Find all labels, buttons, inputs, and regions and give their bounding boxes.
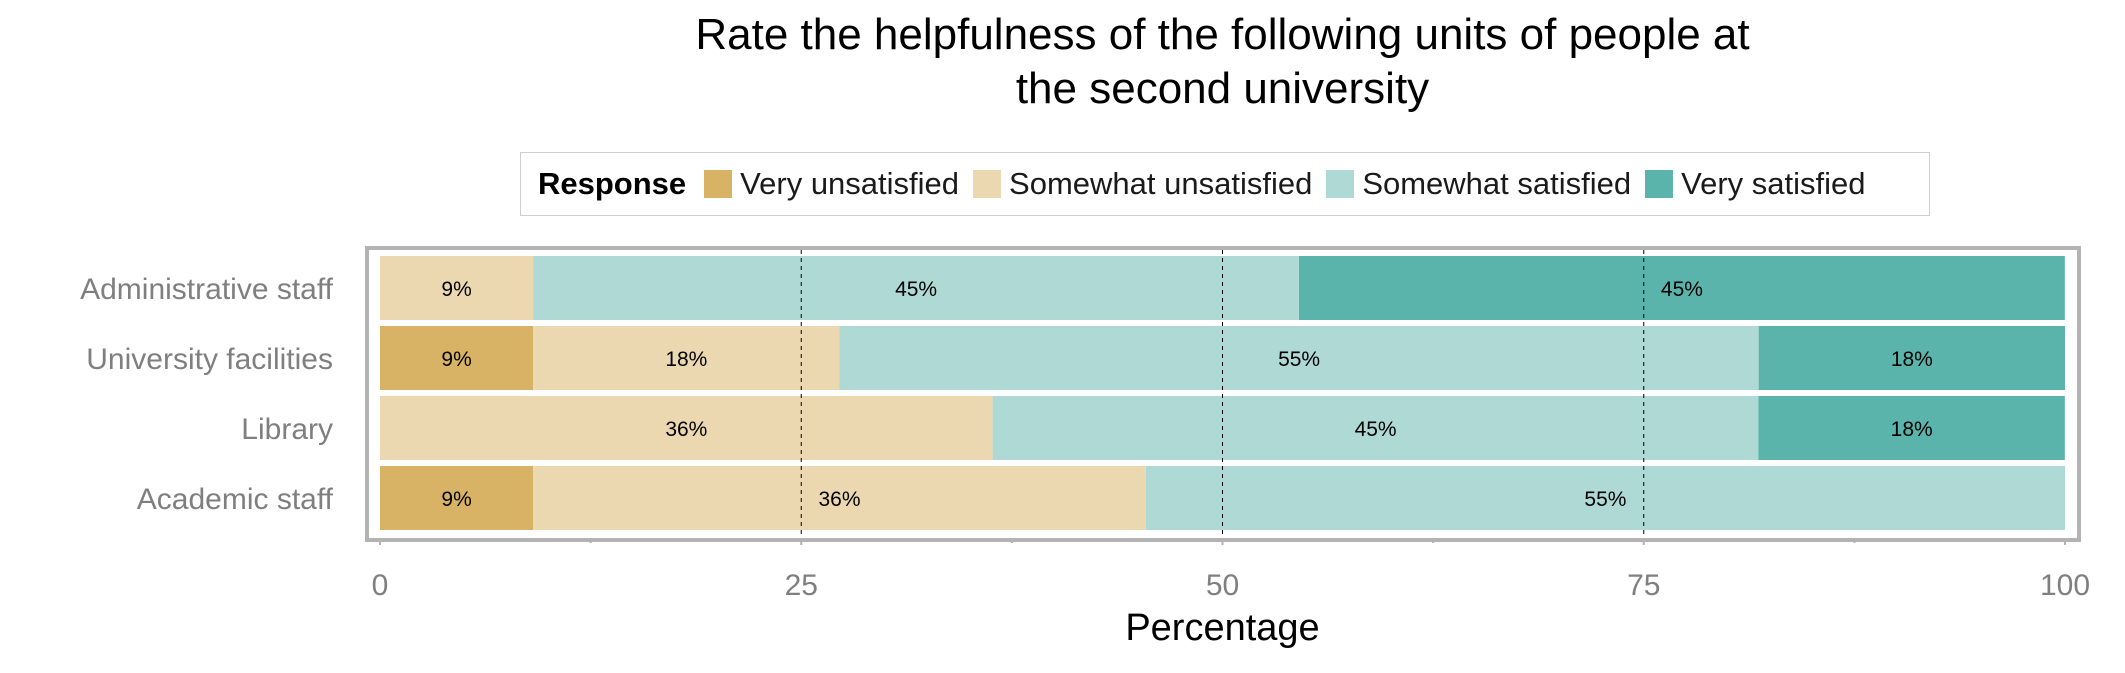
data-label: 55% bbox=[1584, 488, 1626, 511]
data-label: 45% bbox=[895, 278, 937, 301]
legend-swatch bbox=[1645, 170, 1674, 198]
legend-label: Somewhat satisfied bbox=[1362, 166, 1632, 201]
bar-very-unsatisfied bbox=[380, 466, 534, 530]
legend-swatch bbox=[1326, 170, 1355, 198]
bar-very-unsatisfied bbox=[380, 326, 534, 390]
x-tick-label: 50 bbox=[1206, 569, 1239, 602]
data-label: 18% bbox=[665, 348, 707, 371]
bar-somewhat-unsatisfied bbox=[533, 466, 1146, 530]
bar-very-satisfied bbox=[1298, 256, 2065, 320]
bar-somewhat-satisfied bbox=[533, 256, 1299, 320]
x-tick-label: 0 bbox=[372, 569, 389, 602]
legend-label: Somewhat unsatisfied bbox=[1009, 166, 1313, 201]
x-tick-label: 25 bbox=[785, 569, 818, 602]
legend-swatch bbox=[704, 170, 733, 198]
x-tick-label: 100 bbox=[2040, 569, 2090, 602]
bar-somewhat-satisfied bbox=[992, 396, 1759, 460]
data-label: 55% bbox=[1278, 348, 1320, 371]
y-tick-label: Administrative staff bbox=[80, 273, 334, 306]
legend-label: Very satisfied bbox=[1681, 166, 1866, 201]
legend-item-very-satisfied: Very satisfied bbox=[1645, 166, 1866, 202]
y-tick-label: University facilities bbox=[86, 343, 333, 376]
legend-item-somewhat-satisfied: Somewhat satisfied bbox=[1326, 166, 1631, 202]
x-tick-label: 75 bbox=[1627, 569, 1660, 602]
bar-somewhat-unsatisfied bbox=[380, 396, 993, 460]
bar-somewhat-unsatisfied bbox=[533, 326, 840, 390]
data-label: 36% bbox=[818, 488, 860, 511]
bar-very-satisfied bbox=[1758, 396, 2065, 460]
legend-item-very-unsatisfied: Very unsatisfied bbox=[704, 166, 959, 202]
data-label: 45% bbox=[1355, 418, 1397, 441]
legend-item-somewhat-unsatisfied: Somewhat unsatisfied bbox=[973, 166, 1312, 202]
data-label: 45% bbox=[1661, 278, 1703, 301]
bar-somewhat-satisfied bbox=[1145, 466, 2065, 530]
y-tick-label: Library bbox=[241, 413, 333, 446]
x-axis-title: Percentage bbox=[1125, 607, 1319, 649]
data-label: 9% bbox=[441, 278, 471, 301]
chart-title: Rate the helpfulness of the following un… bbox=[695, 10, 1750, 113]
data-label: 18% bbox=[1891, 348, 1933, 371]
y-tick-label: Academic staff bbox=[137, 483, 334, 516]
legend-label: Very unsatisfied bbox=[740, 166, 960, 201]
data-label: 9% bbox=[441, 348, 471, 371]
bar-somewhat-unsatisfied bbox=[380, 256, 534, 320]
data-label: 18% bbox=[1891, 418, 1933, 441]
data-label: 9% bbox=[441, 488, 471, 511]
bar-somewhat-satisfied bbox=[839, 326, 1759, 390]
legend-title: Response bbox=[538, 166, 687, 201]
data-label: 36% bbox=[665, 418, 707, 441]
legend-swatch bbox=[973, 170, 1002, 198]
legend: Response Very unsatisfied Somewhat unsat… bbox=[520, 152, 1930, 216]
bar-very-satisfied bbox=[1758, 326, 2065, 390]
